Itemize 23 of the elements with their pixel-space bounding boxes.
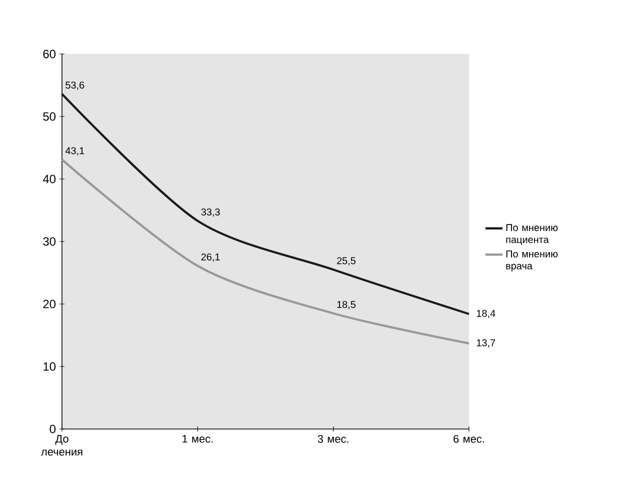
y-tick-label: 20	[43, 300, 56, 308]
data-label: 25,5	[337, 257, 356, 266]
data-label: 43,1	[65, 147, 84, 156]
line-series	[60, 92, 470, 316]
y-tick-label: 40	[42, 174, 56, 184]
data-label: 33,3	[201, 208, 220, 217]
y-tick-label: 0	[50, 424, 56, 434]
x-tick-label: 1 мес.	[182, 435, 213, 443]
y-tick-label: 60	[43, 50, 56, 58]
data-label: 53,6	[66, 82, 84, 90]
line-series	[60, 158, 470, 344]
data-label: 18,5	[337, 300, 356, 310]
x-tick-label: До лечения	[41, 435, 82, 456]
data-label: 13,7	[476, 339, 496, 348]
legend-label: По мнению пациента	[506, 224, 558, 245]
legend-label: По мнению врача	[506, 250, 558, 272]
y-tick-label: 10	[44, 362, 56, 371]
y-tick-label: 50	[43, 112, 56, 121]
x-tick-label: 3 мес.	[318, 435, 348, 443]
data-label: 18,4	[476, 310, 496, 318]
data-label: 26,1	[201, 253, 220, 262]
y-tick-label: 30	[43, 237, 56, 246]
x-tick-label: 6 мес.	[454, 435, 484, 443]
